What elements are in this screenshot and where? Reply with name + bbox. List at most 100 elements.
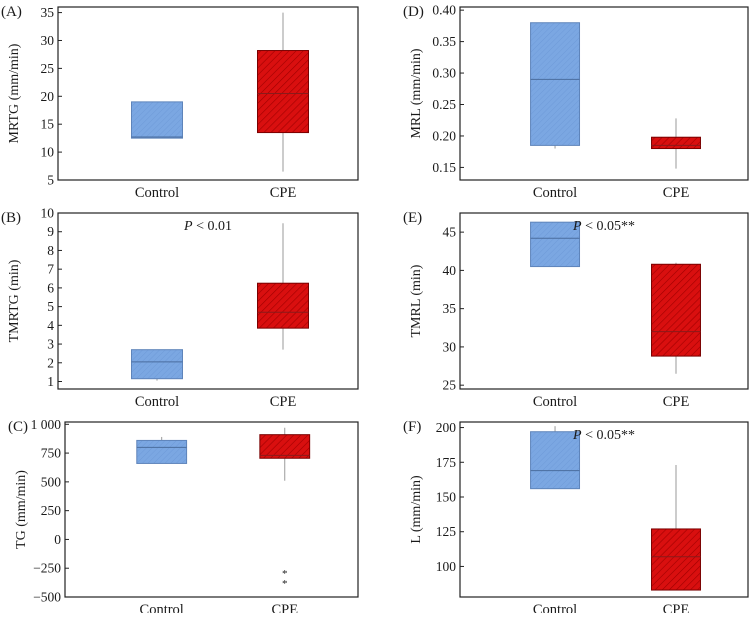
box-control [136, 436, 188, 464]
y-tick-label: −500 [33, 590, 61, 605]
x-category-label: Control [533, 185, 577, 201]
plot-frame [459, 421, 749, 598]
y-tick-label: 25 [41, 61, 55, 76]
y-tick-label: 0.15 [432, 160, 456, 175]
box-cpe: ** [259, 427, 311, 590]
box-cpe [257, 12, 309, 172]
y-tick-label: 30 [443, 339, 457, 354]
y-tick-label: 20 [41, 89, 55, 104]
y-tick-label: 5 [47, 173, 54, 188]
panel-label: (B) [1, 210, 21, 226]
y-axis-label: MRTG (mm/min) [7, 43, 22, 143]
y-tick-label: 35 [41, 5, 55, 20]
y-tick-label: 10 [41, 206, 55, 221]
box-iqr [257, 282, 309, 329]
box-iqr [651, 528, 701, 591]
plot-frame [64, 421, 359, 598]
y-tick-label: 45 [443, 225, 457, 240]
x-category-label: CPE [270, 185, 297, 201]
y-tick-label: 7 [47, 262, 54, 277]
plot-frame [459, 6, 749, 181]
box-iqr [651, 263, 701, 357]
y-tick-label: 500 [41, 474, 62, 489]
y-tick-label: 5 [47, 299, 54, 314]
plot-frame [459, 212, 749, 390]
box-iqr [530, 221, 581, 268]
x-category-label: CPE [270, 394, 297, 410]
x-category-label: CPE [271, 602, 298, 613]
panel-f: (F) 100 125 150 175 200 L (mm/min) Control CPE P … [403, 419, 749, 618]
y-tick-label: 9 [47, 224, 54, 239]
x-category-label: CPE [663, 394, 690, 410]
y-tick-label: −250 [33, 561, 61, 576]
y-tick-label: 1 000 [31, 417, 62, 432]
significance-annotation: P < 0.01 [183, 219, 232, 234]
panel-b: (B) 1 2 3 4 5 6 7 8 9 10 TMRTG (min) Control CPE P < 0… [1, 206, 359, 410]
plot-frame [57, 6, 359, 181]
y-tick-label: 150 [436, 490, 457, 505]
y-tick-label: 8 [47, 243, 54, 258]
y-tick-label: 2 [47, 355, 54, 370]
x-category-label: Control [533, 394, 577, 410]
box-control [131, 101, 183, 139]
y-tick-label: 25 [443, 378, 457, 393]
y-tick-label: 6 [47, 280, 54, 295]
x-category-label: CPE [663, 185, 690, 201]
panel-label: (A) [1, 4, 22, 20]
y-axis-label: MRL (mm/min) [409, 48, 424, 138]
y-tick-label: 0.40 [432, 3, 456, 18]
y-tick-label: 1 [47, 374, 54, 389]
y-tick-label: 3 [47, 337, 54, 352]
y-tick-label: 250 [41, 503, 62, 518]
y-tick-label: 30 [41, 33, 55, 48]
box-iqr [257, 50, 309, 134]
y-tick-label: 175 [436, 455, 457, 470]
box-iqr [651, 136, 701, 150]
box-control [131, 349, 183, 381]
box-iqr [131, 349, 183, 380]
panel-label: (E) [403, 210, 422, 226]
y-tick-label: 0.30 [432, 66, 456, 81]
box-iqr [259, 434, 311, 459]
y-tick-label: 10 [41, 145, 55, 160]
panel-a: (A) 5 10 15 20 25 30 35 MRTG (mm/min) Control CPE [1, 4, 359, 201]
y-tick-label: 0.20 [432, 128, 456, 143]
box-cpe [651, 465, 701, 591]
box-iqr [530, 22, 581, 146]
y-tick-label: 0.35 [432, 34, 456, 49]
box-cpe [651, 262, 701, 374]
y-tick-label: 750 [41, 446, 62, 461]
box-cpe [257, 223, 309, 350]
box-iqr [131, 101, 183, 139]
y-axis-label: TMRL (min) [409, 264, 424, 337]
box-iqr [136, 439, 188, 464]
y-tick-label: 15 [41, 117, 55, 132]
y-axis-label: L (mm/min) [409, 475, 424, 544]
y-tick-label: 35 [443, 301, 457, 316]
panel-d: (D) 0.15 0.20 0.25 0.30 0.35 0.40 MRL (mm/min) C… [403, 3, 749, 201]
y-tick-label: 0.25 [432, 97, 456, 112]
panel-label: (C) [8, 419, 28, 435]
x-category-label: Control [135, 185, 179, 201]
box-control [530, 22, 581, 149]
y-tick-label: 125 [436, 524, 457, 539]
plot-frame [57, 212, 359, 390]
outlier-point: * [282, 568, 288, 580]
y-tick-label: 100 [436, 559, 457, 574]
box-cpe [651, 118, 701, 169]
box-control [530, 221, 581, 268]
x-category-label: CPE [663, 602, 690, 613]
outlier-point: * [282, 578, 288, 590]
x-category-label: Control [135, 394, 179, 410]
panel-e: (E) 25 30 35 40 45 TMRL (min) Control CPE P < 0.0… [403, 210, 749, 410]
panel-label: (F) [403, 419, 421, 435]
y-tick-label: 40 [443, 263, 457, 278]
x-category-label: Control [533, 602, 577, 613]
significance-annotation: P < 0.05** [572, 428, 635, 443]
y-tick-label: 200 [436, 420, 457, 435]
significance-annotation: P < 0.05** [572, 219, 635, 234]
panel-c: (C) −500 −250 0 250 500 750 1 000 TG (mm/min) Con… [8, 417, 359, 618]
y-axis-label: TG (mm/min) [14, 470, 29, 549]
